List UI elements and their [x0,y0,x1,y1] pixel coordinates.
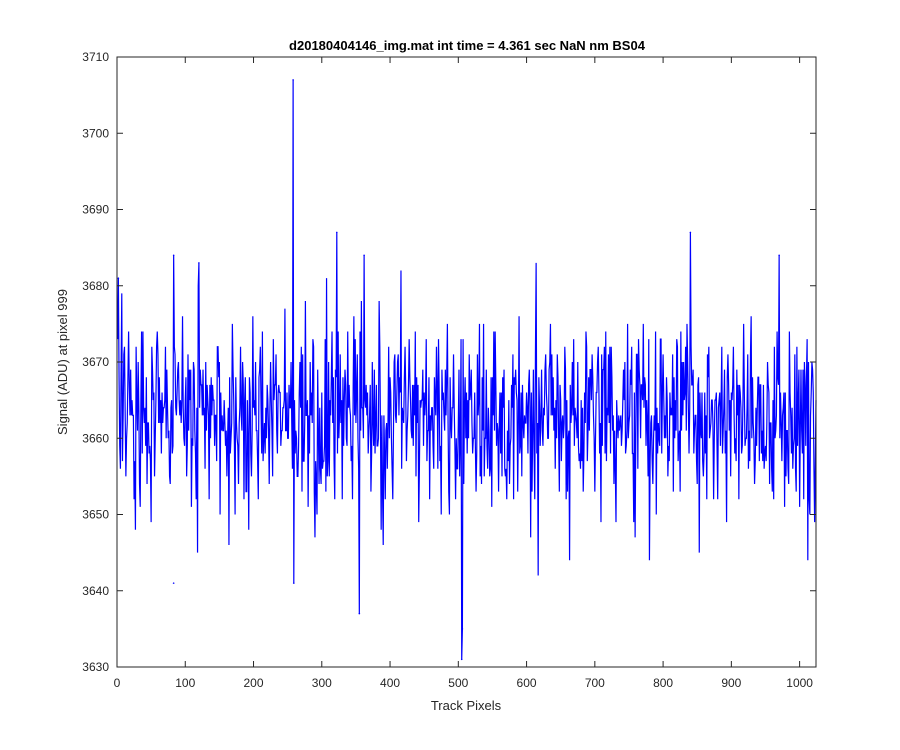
y-tick-label: 3650 [82,508,109,522]
x-tick-label: 400 [380,676,400,690]
series-peak-point [172,254,175,257]
x-tick-label: 100 [175,676,195,690]
series-peak-point [460,658,463,661]
y-tick-label: 3690 [82,203,109,217]
series-peak-point [461,628,464,630]
x-tick-label: 300 [312,676,332,690]
series-peak-point [292,79,294,81]
y-tick-label: 3640 [82,584,109,598]
series-peak-point [292,582,295,584]
axes-background [117,57,816,667]
x-tick-label: 200 [244,676,264,690]
series-peak-point [363,254,365,257]
series-peak-point [172,582,175,584]
x-axis-label: Track Pixels [431,698,502,713]
x-tick-label: 700 [585,676,605,690]
chart-title: d20180404146_img.mat int time = 4.361 se… [289,38,646,53]
x-axis: 0 100 200 300 400 500 600 700 800 900 1000 [114,57,813,690]
y-tick-label: 3660 [82,431,109,445]
x-tick-label: 500 [448,676,468,690]
x-tick-label: 800 [653,676,673,690]
x-tick-label: 1000 [786,676,813,690]
y-tick-label: 3630 [82,660,109,674]
series-peak-point [689,231,692,234]
y-tick-label: 3710 [82,50,109,64]
y-tick-label: 3680 [82,279,109,293]
series-peak-point [117,277,120,279]
series-peak-point [198,262,200,264]
series-peak-point [778,254,780,257]
series-peak-point [336,231,338,234]
y-tick-label: 3700 [82,126,109,140]
y-tick-label: 3670 [82,355,109,369]
signal-series-line [117,79,817,660]
y-axis-label: Signal (ADU) at pixel 999 [55,289,70,435]
series-peak-point [358,612,361,615]
y-axis: 3630 3640 3650 3660 3670 3680 3690 3700 3710 [82,50,816,674]
x-tick-label: 600 [517,676,537,690]
x-tick-label: 0 [114,676,121,690]
x-tick-label: 900 [721,676,741,690]
plot-area [117,57,817,667]
